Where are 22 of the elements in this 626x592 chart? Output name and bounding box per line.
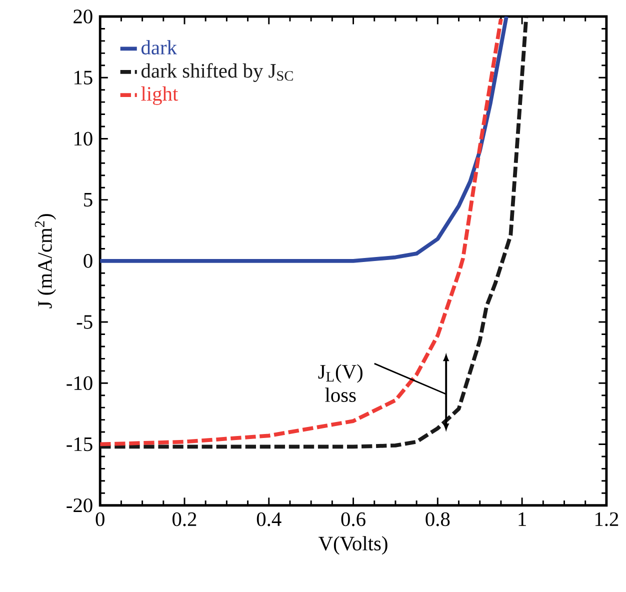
- x-tick-label: 0.8: [426, 512, 450, 526]
- x-tick-label: 1.2: [595, 512, 618, 526]
- y-tick-label: 5: [84, 193, 92, 207]
- y-tick-label: 20: [74, 10, 92, 24]
- legend-label: dark: [141, 40, 178, 55]
- x-tick-label: 0.6: [341, 512, 366, 526]
- x-tick-label: 0.2: [172, 512, 196, 526]
- y-tick-label: -10: [66, 376, 92, 390]
- x-tick-label: 0.4: [256, 512, 282, 526]
- x-axis-title: V(Volts): [318, 536, 388, 555]
- y-tick-label: 10: [74, 132, 92, 146]
- y-tick-label: 0: [84, 254, 92, 268]
- y-axis-title: J (mA/cm$^{2}$): [34, 214, 56, 308]
- x-tick-label: 0: [96, 512, 104, 526]
- annotation: J$_{L}$(V) loss: [318, 364, 362, 402]
- y-tick-label: -5: [76, 315, 92, 329]
- y-tick-label: -15: [66, 437, 92, 452]
- y-tick-label: -20: [66, 498, 92, 512]
- legend-label: dark shifted by J$_{SC}$: [141, 63, 293, 82]
- legend-label: light: [141, 86, 178, 106]
- x-tick-label: 1: [518, 512, 526, 526]
- y-tick-label: 15: [74, 70, 92, 85]
